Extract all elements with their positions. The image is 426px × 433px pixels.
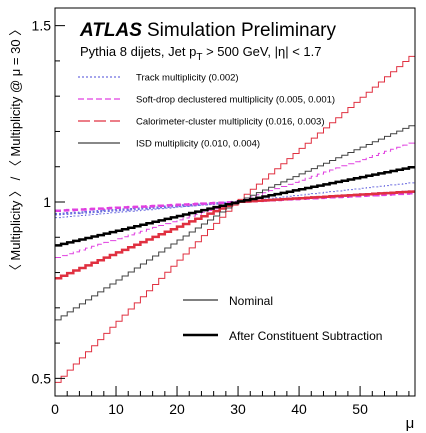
x-tick-label: 40 bbox=[291, 401, 307, 417]
series-line bbox=[55, 192, 415, 212]
chart-subtitle: Simulation Preliminary bbox=[147, 20, 337, 41]
series-line bbox=[55, 142, 415, 258]
series-line bbox=[55, 55, 415, 383]
y-axis-label: 〈 Multiplicity 〉 / 〈 Multiplicity @ μ = … bbox=[8, 23, 23, 277]
style-legend-label: After Constituent Subtraction bbox=[229, 329, 382, 343]
series-line bbox=[55, 166, 415, 247]
y-axis-ticks: 0.5 1 1.5 bbox=[32, 18, 65, 386]
legend-entry-label: Soft-drop declustered multiplicity (0.00… bbox=[136, 95, 335, 106]
legend: Track multiplicity (0.002) Soft-drop decl… bbox=[78, 73, 335, 150]
x-tick-label: 20 bbox=[169, 401, 185, 417]
style-legend-label: Nominal bbox=[229, 294, 273, 308]
x-axis-label: μ bbox=[406, 415, 415, 432]
y-tick-label: 1.5 bbox=[32, 18, 52, 34]
legend-entry-label: Calorimeter-cluster multiplicity (0.016,… bbox=[136, 117, 324, 128]
y-tick-label: 0.5 bbox=[32, 370, 52, 386]
style-legend: Nominal After Constituent Subtraction bbox=[183, 294, 382, 343]
y-tick-label: 1 bbox=[43, 194, 51, 210]
x-tick-label: 10 bbox=[108, 401, 124, 417]
x-axis-ticks: 0 10 20 30 40 50 bbox=[51, 386, 410, 417]
data-curves bbox=[55, 55, 415, 383]
series-line bbox=[55, 125, 415, 321]
x-tick-label: 30 bbox=[230, 401, 246, 417]
chart-title: ATLAS bbox=[79, 20, 142, 41]
x-tick-label: 50 bbox=[352, 401, 368, 417]
series-line bbox=[55, 182, 415, 219]
selection-label: Pythia 8 dijets, Jet pT > 500 GeV, |η| <… bbox=[80, 44, 321, 63]
legend-entry-label: Track multiplicity (0.002) bbox=[136, 73, 239, 84]
legend-entry-label: ISD multiplicity (0.010, 0.004) bbox=[136, 139, 260, 150]
x-tick-label: 0 bbox=[51, 401, 59, 417]
